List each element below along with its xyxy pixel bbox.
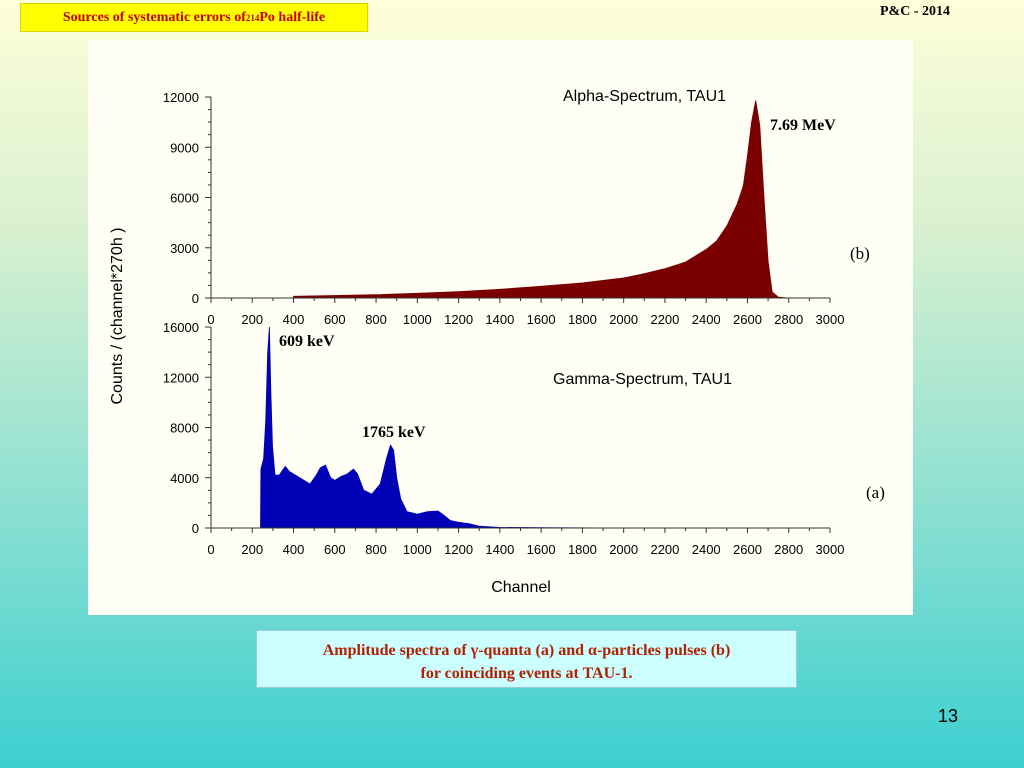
alpha-x-tick-label: 1400 bbox=[485, 312, 514, 327]
gamma-x-tick-label: 2600 bbox=[733, 542, 762, 557]
alpha-y-tick-label: 3000 bbox=[170, 241, 199, 256]
alpha-peak-annotation: 7.69 MeV bbox=[770, 117, 836, 134]
caption-line-2: for coinciding events at TAU-1. bbox=[420, 665, 633, 682]
alpha-x-tick-label: 800 bbox=[365, 312, 387, 327]
alpha-x-tick-label: 2400 bbox=[692, 312, 721, 327]
gamma-x-tick-label: 1400 bbox=[485, 542, 514, 557]
gamma-peak-annotation: 1765 keV bbox=[362, 424, 426, 441]
alpha-panel-label: (b) bbox=[850, 244, 870, 263]
alpha-x-tick-label: 1000 bbox=[403, 312, 432, 327]
alpha-x-tick-label: 2200 bbox=[650, 312, 679, 327]
slide-title-superscript: 214 bbox=[245, 12, 260, 23]
gamma-x-tick-label: 0 bbox=[207, 542, 214, 557]
alpha-chart-title: Alpha-Spectrum, TAU1 bbox=[563, 88, 726, 105]
slide-title: Sources of systematic errors of 214 Po ha… bbox=[20, 3, 368, 32]
gamma-y-tick-label: 16000 bbox=[163, 320, 199, 335]
gamma-x-tick-label: 2200 bbox=[650, 542, 679, 557]
gamma-y-tick-label: 8000 bbox=[170, 421, 199, 436]
gamma-panel-label: (a) bbox=[866, 483, 885, 502]
alpha-spectrum-area bbox=[211, 100, 830, 299]
alpha-y-tick-label: 6000 bbox=[170, 191, 199, 206]
x-axis-label: Channel bbox=[491, 579, 551, 596]
figure-caption: Amplitude spectra of γ-quanta (a) and α-… bbox=[256, 630, 797, 688]
alpha-x-tick-label: 2800 bbox=[774, 312, 803, 327]
alpha-x-tick-label: 600 bbox=[324, 312, 346, 327]
slide-title-tail: Po half-life bbox=[259, 9, 326, 25]
alpha-y-tick-label: 12000 bbox=[163, 90, 199, 105]
page-number: 13 bbox=[938, 706, 959, 726]
alpha-y-tick-label: 0 bbox=[192, 291, 199, 306]
slide-title-main: Sources of systematic errors of bbox=[62, 9, 246, 25]
gamma-x-tick-label: 1800 bbox=[568, 542, 597, 557]
gamma-x-tick-label: 600 bbox=[324, 542, 346, 557]
gamma-y-tick-label: 4000 bbox=[170, 471, 199, 486]
gamma-x-tick-label: 3000 bbox=[816, 542, 845, 557]
alpha-y-tick-label: 9000 bbox=[170, 140, 199, 155]
alpha-x-tick-label: 400 bbox=[283, 312, 305, 327]
gamma-x-tick-label: 1200 bbox=[444, 542, 473, 557]
gamma-x-tick-label: 400 bbox=[283, 542, 305, 557]
alpha-x-tick-label: 1600 bbox=[527, 312, 556, 327]
caption-line-1: Amplitude spectra of γ-quanta (a) and α-… bbox=[322, 642, 731, 659]
alpha-x-tick-label: 1200 bbox=[444, 312, 473, 327]
chart-panel: 0 3000 6000 9000 12000 0 200 400 600 800 1000 1200 1… bbox=[88, 40, 913, 615]
alpha-x-tick-label: 3000 bbox=[816, 312, 845, 327]
alpha-x-tick-label: 1800 bbox=[568, 312, 597, 327]
alpha-x-tick-label: 0 bbox=[207, 312, 214, 327]
gamma-x-tick-label: 2400 bbox=[692, 542, 721, 557]
gamma-y-tick-label: 12000 bbox=[163, 370, 199, 385]
alpha-x-tick-label: 2000 bbox=[609, 312, 638, 327]
gamma-x-tick-label: 1600 bbox=[527, 542, 556, 557]
gamma-x-tick-label: 2000 bbox=[609, 542, 638, 557]
alpha-x-tick-label: 200 bbox=[241, 312, 263, 327]
alpha-x-tick-label: 2600 bbox=[733, 312, 762, 327]
gamma-x-tick-label: 200 bbox=[241, 542, 263, 557]
header-conference-label: P&C - 2014 bbox=[880, 4, 950, 19]
gamma-y-tick-label: 0 bbox=[192, 521, 199, 536]
y-axis-label: Counts / (channel*270h ) bbox=[109, 228, 126, 405]
gamma-x-tick-label: 800 bbox=[365, 542, 387, 557]
gamma-spectrum-area bbox=[211, 326, 830, 529]
gamma-chart-title: Gamma-Spectrum, TAU1 bbox=[553, 371, 732, 388]
gamma-x-tick-label: 1000 bbox=[403, 542, 432, 557]
gamma-peak-annotation: 609 keV bbox=[279, 333, 335, 350]
gamma-x-tick-label: 2800 bbox=[774, 542, 803, 557]
